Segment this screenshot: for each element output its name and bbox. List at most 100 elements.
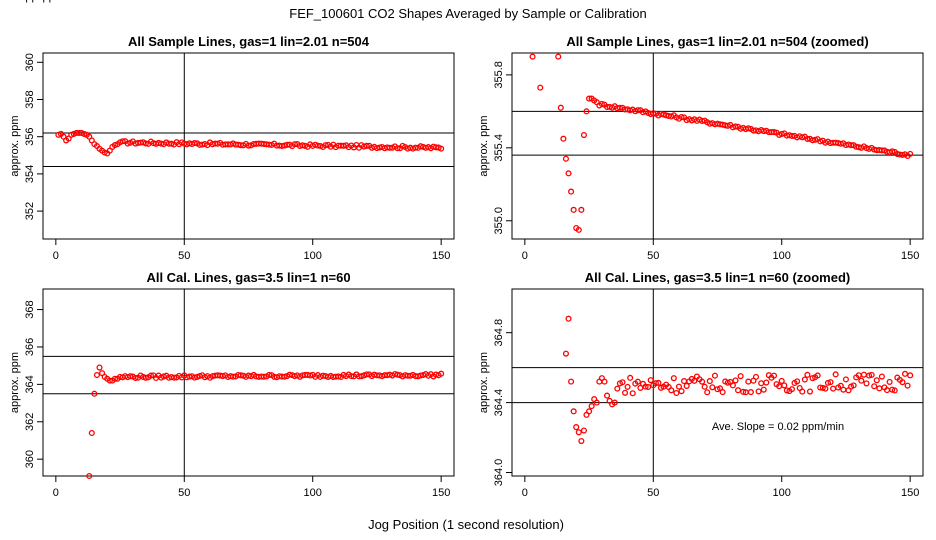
data-point bbox=[822, 385, 829, 392]
data-point bbox=[871, 383, 878, 390]
data-point bbox=[299, 142, 306, 149]
data-point bbox=[647, 377, 654, 384]
data-point bbox=[704, 389, 711, 396]
data-point bbox=[763, 379, 770, 386]
data-point bbox=[719, 389, 726, 396]
data-point bbox=[675, 383, 683, 390]
figure-xlabel: Jog Position (1 second resolution) bbox=[368, 517, 564, 532]
x-tick-label: 100 bbox=[773, 487, 791, 499]
data-point bbox=[899, 379, 906, 386]
panels: All Sample Lines, gas=1 lin=2.01 n=504 0 5… bbox=[0, 0, 924, 499]
panel-p1: All Sample Lines, gas=1 lin=2.01 n=504 0 5… bbox=[9, 34, 455, 262]
data-point bbox=[363, 142, 370, 149]
data-points bbox=[529, 53, 914, 233]
data-point bbox=[827, 379, 834, 386]
x-tick-label: 100 bbox=[773, 250, 791, 262]
data-point bbox=[348, 373, 355, 380]
data-point bbox=[706, 378, 713, 385]
data-point bbox=[555, 53, 562, 60]
data-point bbox=[634, 107, 641, 114]
data-point bbox=[840, 386, 847, 393]
panel-p2: All Sample Lines, gas=1 lin=2.01 n=504 (… bbox=[0, 0, 924, 262]
data-point bbox=[799, 134, 806, 141]
panel-p4: All Cal. Lines, gas=3.5 lin=1 n=60 (zoom… bbox=[478, 270, 924, 499]
data-point bbox=[781, 382, 788, 389]
data-point bbox=[586, 408, 593, 415]
figure-title: FEF_100601 CO2 Shapes Averaged by Sample… bbox=[289, 6, 646, 21]
data-point bbox=[891, 387, 898, 394]
data-point bbox=[578, 437, 585, 445]
data-point bbox=[417, 143, 424, 150]
data-point bbox=[570, 206, 577, 213]
data-point bbox=[778, 130, 785, 137]
data-point bbox=[570, 408, 577, 415]
data-point bbox=[245, 142, 252, 149]
x-tick-label: 50 bbox=[647, 250, 659, 262]
data-point bbox=[580, 132, 587, 139]
data-point bbox=[588, 403, 595, 410]
data-point bbox=[904, 382, 911, 389]
data-point bbox=[837, 140, 844, 147]
panel-title: All Cal. Lines, gas=3.5 lin=1 n=60 bbox=[146, 270, 350, 285]
data-point bbox=[794, 378, 801, 385]
data-point bbox=[740, 388, 747, 395]
data-point bbox=[568, 188, 575, 195]
data-point bbox=[557, 104, 564, 111]
data-point bbox=[668, 387, 675, 394]
data-point bbox=[616, 104, 623, 111]
data-point bbox=[438, 145, 445, 152]
data-point bbox=[88, 429, 95, 437]
data-point bbox=[878, 147, 885, 154]
data-point bbox=[760, 386, 767, 393]
x-tick-label: 150 bbox=[901, 487, 919, 499]
data-point bbox=[307, 372, 314, 379]
data-point bbox=[868, 371, 875, 378]
data-point bbox=[565, 170, 572, 177]
data-point bbox=[655, 379, 662, 386]
data-point bbox=[281, 373, 288, 380]
data-point bbox=[580, 427, 587, 434]
data-point bbox=[729, 382, 736, 389]
data-point bbox=[147, 372, 154, 379]
x-tick-label: 0 bbox=[522, 487, 528, 499]
y-tick-label: 356 bbox=[24, 128, 36, 146]
x-tick-label: 0 bbox=[522, 250, 528, 262]
y-tick-label: 355.0 bbox=[493, 207, 505, 235]
data-point bbox=[230, 373, 237, 380]
y-axis-label: approx. ppm bbox=[478, 115, 490, 176]
data-point bbox=[770, 372, 778, 379]
data-point bbox=[770, 129, 778, 136]
data-point bbox=[106, 377, 113, 384]
data-point bbox=[363, 371, 370, 378]
panel-p3: All Cal. Lines, gas=3.5 lin=1 n=60 0 50 100… bbox=[9, 270, 455, 499]
data-point bbox=[819, 384, 826, 391]
data-point bbox=[291, 141, 298, 148]
y-tick-label: 364.0 bbox=[493, 459, 505, 487]
x-tick-label: 100 bbox=[304, 487, 322, 499]
data-point bbox=[265, 371, 273, 378]
annotation: Ave. Std. Dev. = 0.53 ppm bbox=[0, 0, 64, 3]
annotation: Ave. Slope = -0.11 ppm/min bbox=[0, 0, 68, 3]
data-point bbox=[629, 390, 636, 397]
data-point bbox=[562, 350, 569, 357]
data-point bbox=[412, 144, 419, 151]
data-point bbox=[848, 142, 855, 149]
data-point bbox=[593, 399, 600, 406]
data-point bbox=[645, 383, 652, 391]
y-tick-label: 360 bbox=[24, 53, 36, 71]
data-point bbox=[842, 376, 849, 383]
y-tick-label: 368 bbox=[24, 300, 36, 318]
data-point bbox=[873, 377, 880, 384]
x-tick-label: 150 bbox=[432, 487, 450, 499]
data-point bbox=[627, 374, 634, 381]
y-tick-label: 355.8 bbox=[493, 61, 505, 89]
data-point bbox=[907, 150, 914, 157]
data-point bbox=[886, 378, 893, 385]
data-point bbox=[614, 385, 621, 392]
data-point bbox=[681, 378, 688, 385]
data-point bbox=[611, 399, 618, 406]
data-point bbox=[386, 144, 393, 151]
data-point bbox=[745, 125, 752, 132]
data-point bbox=[573, 424, 580, 431]
